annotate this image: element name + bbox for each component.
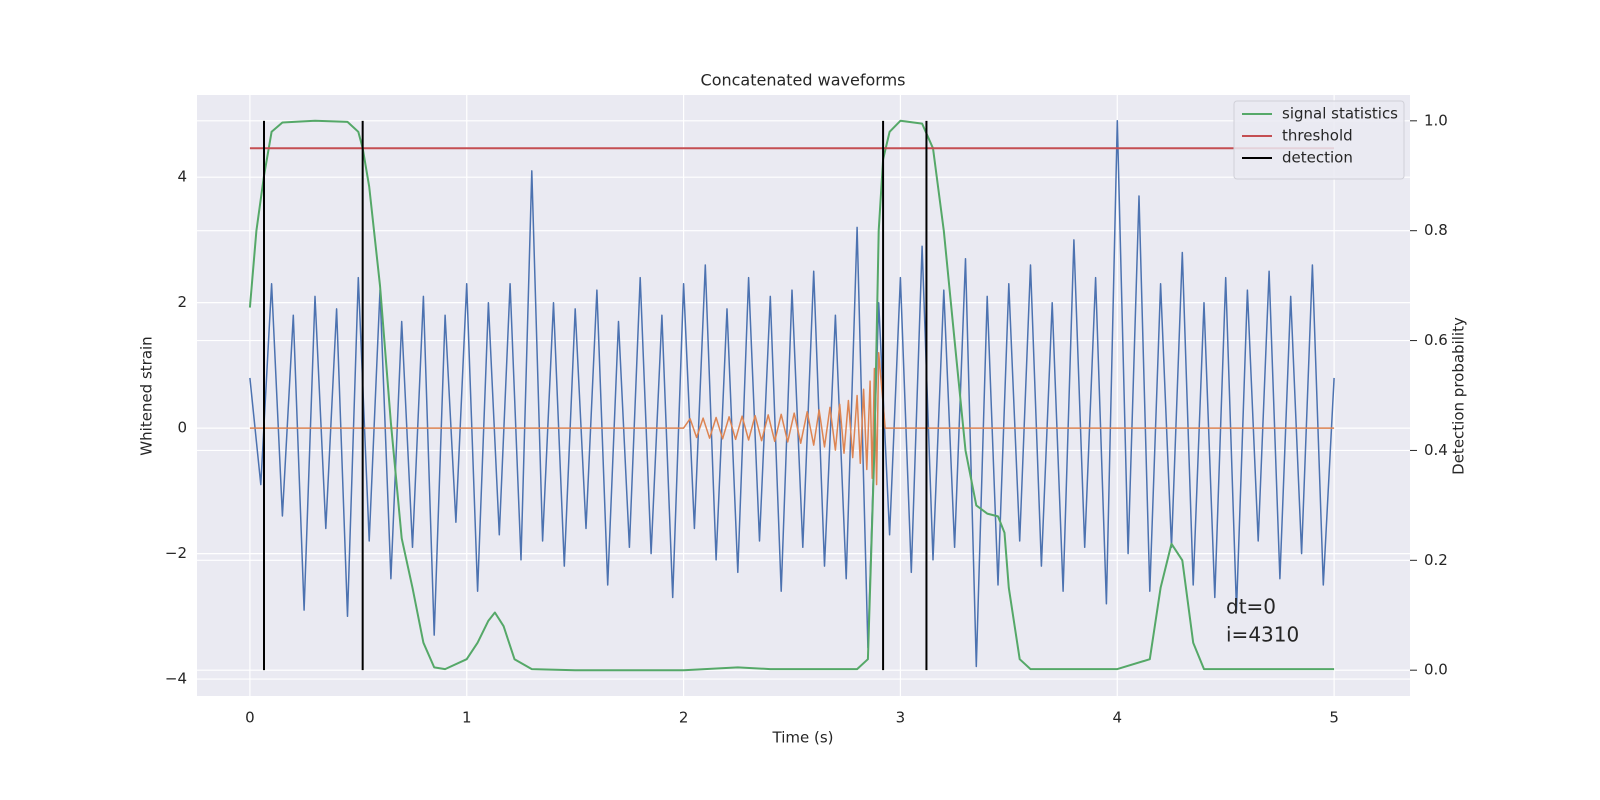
series-line	[248, 119, 1335, 672]
x-tick-label: 2	[679, 709, 689, 727]
x-tick-label: 3	[896, 709, 906, 727]
y2-axis-label: Detection probability	[1450, 317, 1468, 475]
legend-label: detection	[1282, 149, 1353, 167]
annotation: i=4310	[1226, 623, 1299, 647]
legend-label: threshold	[1282, 127, 1353, 145]
series-line	[249, 352, 1335, 486]
chart-title: Concatenated waveforms	[701, 71, 906, 90]
y-axis-label: Whitened strain	[138, 336, 156, 455]
y2-tick-label: 0.8	[1424, 221, 1448, 239]
x-tick-label: 4	[1112, 709, 1122, 727]
y-tick-label: 2	[177, 293, 187, 311]
y-tick-label: −4	[165, 670, 187, 688]
y2-tick-label: 0.4	[1424, 441, 1448, 459]
y2-tick-label: 0.6	[1424, 331, 1448, 349]
overlay: dt=0 i=4310 signal statistics threshold dete…	[1226, 100, 1405, 647]
x-tick-label: 5	[1329, 709, 1339, 727]
y-tick-label: −2	[165, 544, 187, 562]
legend-label: signal statistics	[1282, 105, 1398, 123]
y2-tick-label: 1.0	[1424, 111, 1448, 129]
x-tick-label: 0	[245, 709, 255, 727]
marks	[248, 119, 1335, 672]
annotation: dt=0	[1226, 595, 1276, 619]
y2-tick-label: 0.0	[1424, 661, 1448, 679]
y-tick-label: 0	[177, 419, 187, 437]
x-tick-label: 1	[462, 709, 472, 727]
y-tick-label: 4	[177, 168, 187, 186]
legend-box	[1233, 100, 1405, 180]
y2-tick-label: 0.2	[1424, 551, 1448, 569]
series-line	[249, 119, 1335, 668]
x-axis-label: Time (s)	[772, 729, 834, 747]
